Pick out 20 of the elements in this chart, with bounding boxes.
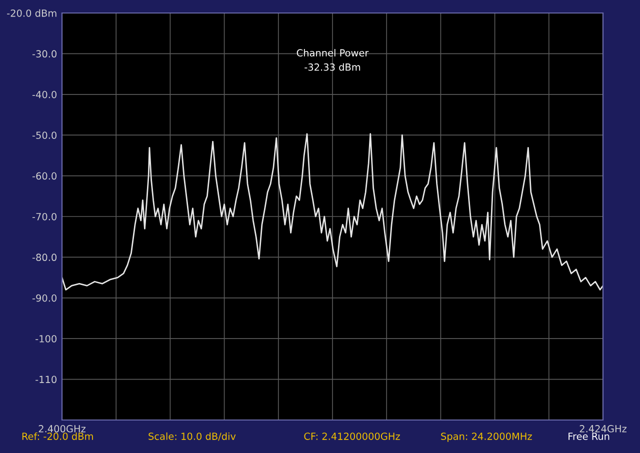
text: Free Run [568,432,610,440]
annotation: Channel Power [296,48,369,57]
text: Span: 24.2000MHz [441,432,532,442]
text: Scale: 10.0 dB/div [148,432,236,441]
y-tick-label: -70.0 [32,212,56,220]
y-tick-label: -20.0 dBm [7,9,56,17]
y-tick-label: -50.0 [32,132,56,139]
y-tick-label: -90.0 [32,294,56,302]
y-tick-label: -80.0 [32,254,56,262]
annotation: -32.33 dBm [304,63,360,71]
y-tick-label: -100 [36,335,56,342]
y-tick-label: -60.0 [32,172,56,180]
y-tick-label: -30.0 [32,50,56,58]
y-tick-label: -110 [36,376,56,384]
x-tick-label: 2.424GHz [580,425,626,432]
text: CF: 2.41200000GHz [304,432,400,440]
y-tick-label: -40.0 [32,90,56,98]
text: Ref: -20.0 dBm [22,432,93,440]
x-tick-label: 2.400GHz [38,425,86,432]
line-series [62,133,603,290]
